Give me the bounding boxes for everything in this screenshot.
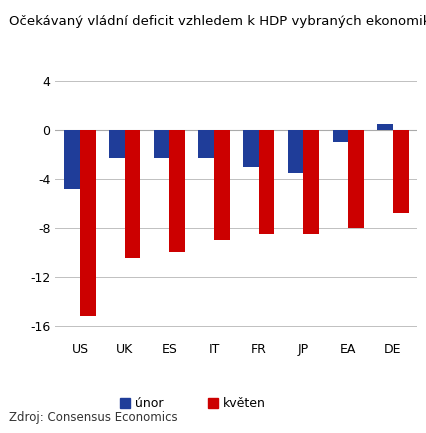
Bar — [170, 130, 185, 252]
Bar — [377, 124, 393, 130]
Bar — [80, 130, 95, 316]
Bar — [333, 130, 348, 142]
Bar — [109, 130, 125, 158]
Bar — [199, 130, 214, 158]
Bar — [125, 130, 140, 259]
Bar — [348, 130, 364, 228]
Legend: únor, květen: únor, květen — [115, 392, 271, 415]
Bar — [393, 130, 409, 213]
Bar — [243, 130, 259, 167]
Bar — [288, 130, 303, 173]
Text: Očekávaný vládní deficit vzhledem k HDP vybraných ekonomik, %: Očekávaný vládní deficit vzhledem k HDP … — [9, 15, 426, 28]
Bar — [214, 130, 230, 240]
Text: Zdroj: Consensus Economics: Zdroj: Consensus Economics — [9, 411, 177, 424]
Bar — [64, 130, 80, 189]
Bar — [259, 130, 274, 234]
Bar — [303, 130, 319, 234]
Bar — [154, 130, 170, 158]
